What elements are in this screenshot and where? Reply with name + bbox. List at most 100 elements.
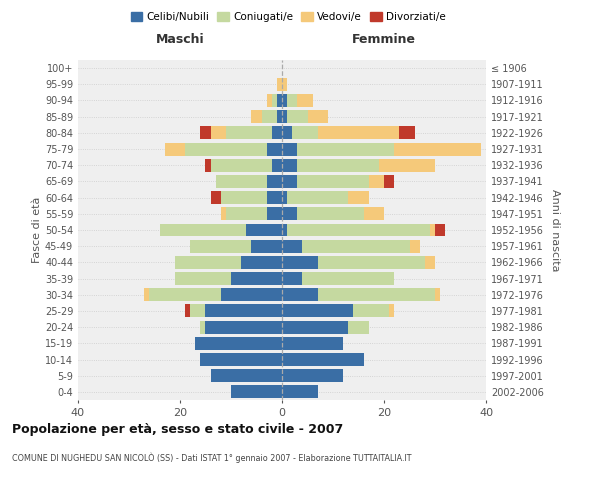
Bar — [206, 320, 282, 334]
Bar — [231, 272, 282, 285]
Bar — [149, 288, 221, 301]
Bar — [410, 240, 420, 252]
Bar — [282, 353, 364, 366]
Bar — [196, 337, 282, 350]
Bar — [251, 240, 282, 252]
Bar — [287, 110, 308, 123]
Bar — [262, 110, 277, 123]
Bar — [267, 208, 282, 220]
Bar — [318, 288, 435, 301]
Bar — [267, 175, 282, 188]
Bar — [298, 159, 379, 172]
Bar — [298, 175, 369, 188]
Bar — [185, 304, 190, 318]
Bar — [185, 142, 267, 156]
Bar — [282, 208, 298, 220]
Bar — [379, 159, 435, 172]
Bar — [277, 78, 282, 91]
Bar — [200, 126, 211, 140]
Bar — [282, 126, 292, 140]
Bar — [287, 94, 298, 107]
Bar — [226, 126, 272, 140]
Bar — [231, 386, 282, 398]
Bar — [282, 175, 298, 188]
Bar — [282, 256, 318, 269]
Bar — [425, 256, 435, 269]
Bar — [364, 208, 384, 220]
Bar — [353, 304, 389, 318]
Bar — [282, 110, 287, 123]
Bar — [272, 94, 277, 107]
Bar — [272, 159, 282, 172]
Bar — [349, 191, 369, 204]
Bar — [277, 94, 282, 107]
Bar — [277, 110, 282, 123]
Bar — [164, 142, 185, 156]
Bar — [226, 208, 267, 220]
Bar — [282, 288, 318, 301]
Bar — [308, 110, 328, 123]
Bar — [221, 288, 282, 301]
Bar — [435, 288, 440, 301]
Bar — [282, 369, 343, 382]
Bar — [389, 304, 394, 318]
Bar — [206, 159, 211, 172]
Bar — [251, 110, 262, 123]
Bar — [282, 337, 343, 350]
Bar — [267, 191, 282, 204]
Bar — [282, 191, 287, 204]
Bar — [369, 175, 384, 188]
Bar — [206, 304, 282, 318]
Bar — [267, 94, 272, 107]
Bar — [435, 224, 445, 236]
Bar — [272, 126, 282, 140]
Bar — [430, 224, 435, 236]
Bar — [282, 272, 302, 285]
Bar — [282, 240, 302, 252]
Bar — [211, 126, 226, 140]
Bar — [318, 126, 400, 140]
Bar — [175, 272, 231, 285]
Bar — [216, 175, 267, 188]
Bar — [292, 126, 318, 140]
Legend: Celibi/Nubili, Coniugati/e, Vedovi/e, Divorziati/e: Celibi/Nubili, Coniugati/e, Vedovi/e, Di… — [127, 8, 449, 26]
Bar — [211, 159, 272, 172]
Text: Maschi: Maschi — [155, 34, 205, 46]
Bar — [282, 159, 298, 172]
Bar — [145, 288, 149, 301]
Y-axis label: Fasce di età: Fasce di età — [32, 197, 42, 263]
Bar — [200, 353, 282, 366]
Bar — [298, 142, 394, 156]
Bar — [302, 272, 394, 285]
Bar — [287, 191, 349, 204]
Bar — [287, 224, 430, 236]
Bar — [282, 386, 318, 398]
Bar — [318, 256, 425, 269]
Y-axis label: Anni di nascita: Anni di nascita — [550, 188, 560, 271]
Bar — [298, 94, 313, 107]
Bar — [282, 224, 287, 236]
Bar — [384, 175, 394, 188]
Bar — [267, 142, 282, 156]
Bar — [190, 304, 206, 318]
Bar — [241, 256, 282, 269]
Bar — [211, 369, 282, 382]
Bar — [190, 240, 251, 252]
Bar — [247, 224, 282, 236]
Bar — [282, 320, 349, 334]
Bar — [349, 320, 369, 334]
Text: Femmine: Femmine — [352, 34, 416, 46]
Bar — [211, 191, 221, 204]
Bar — [160, 224, 247, 236]
Bar — [221, 191, 267, 204]
Bar — [298, 208, 364, 220]
Bar — [221, 208, 226, 220]
Bar — [282, 142, 298, 156]
Bar — [302, 240, 410, 252]
Bar — [175, 256, 241, 269]
Bar — [282, 94, 287, 107]
Text: Popolazione per età, sesso e stato civile - 2007: Popolazione per età, sesso e stato civil… — [12, 422, 343, 436]
Bar — [282, 304, 353, 318]
Bar — [400, 126, 415, 140]
Bar — [282, 78, 287, 91]
